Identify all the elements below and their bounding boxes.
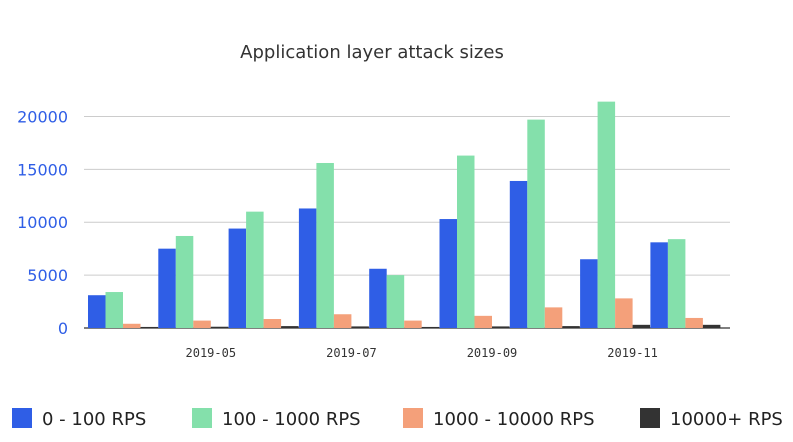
bar-2019-08-series-1 (386, 275, 405, 328)
bar-2019-08-series-2 (404, 320, 422, 328)
bar-2019-05-series-3 (210, 326, 229, 328)
bar-2019-07-series-2 (333, 314, 352, 328)
bar-2019-10-series-2 (544, 307, 563, 328)
x-tick-label: 2019-07 (326, 346, 377, 360)
bar-2019-04-series-2 (123, 323, 141, 328)
y-tick-label: 20000 (17, 107, 68, 126)
bar-2019-04-series-1 (105, 292, 123, 328)
bar-2019-07-series-3 (351, 326, 369, 328)
bar-2019-06-series-2 (263, 319, 282, 328)
bar-2019-04-series-3 (140, 326, 158, 328)
bar-2019-12-series-3 (702, 324, 721, 328)
legend-item: 100 - 1000 RPS (192, 408, 361, 430)
bar-2019-11-series-3 (632, 324, 651, 328)
bar-2019-06-series-0 (228, 228, 247, 328)
bar-2019-11-series-2 (615, 298, 633, 328)
x-tick-label: 2019-05 (186, 346, 237, 360)
y-tick-label: 10000 (17, 213, 68, 232)
bar-2019-04-series-0 (88, 295, 106, 328)
bar-2019-12-series-1 (667, 239, 686, 328)
bar-2019-09-series-2 (474, 315, 492, 328)
y-tick-label: 15000 (17, 160, 68, 179)
bar-2019-10-series-3 (562, 326, 580, 328)
bar-2019-06-series-3 (281, 326, 299, 328)
bar-2019-09-series-1 (457, 155, 475, 328)
x-tick-label: 2019-11 (607, 346, 658, 360)
legend-item: 10000+ RPS (640, 408, 783, 430)
y-tick-label: 5000 (27, 266, 68, 285)
legend-item: 0 - 100 RPS (12, 408, 146, 430)
bars (88, 101, 721, 329)
legend-swatch (12, 408, 32, 428)
bar-2019-10-series-0 (509, 180, 528, 328)
legend-item: 1000 - 10000 RPS (403, 408, 595, 430)
bar-2019-09-series-3 (492, 326, 510, 328)
y-axis: 0 5000 10000 15000 20000 (17, 107, 68, 338)
bar-2019-12-series-2 (685, 317, 703, 328)
bar-2019-10-series-1 (527, 119, 545, 329)
legend-swatch (403, 408, 423, 428)
bar-2019-11-series-1 (597, 101, 616, 328)
chart-title: Application layer attack sizes (240, 42, 504, 63)
bar-2019-08-series-3 (421, 326, 440, 328)
bar-2019-05-series-2 (193, 320, 211, 328)
x-tick-label: 2019-09 (467, 346, 518, 360)
legend-label: 10000+ RPS (670, 409, 783, 430)
legend-swatch (192, 408, 212, 428)
bar-2019-08-series-0 (369, 268, 387, 328)
bar-2019-05-series-0 (158, 248, 176, 328)
bar-2019-09-series-0 (439, 219, 457, 328)
bar-2019-07-series-0 (298, 208, 317, 328)
x-axis: 2019-05 2019-07 2019-09 2019-11 (186, 346, 658, 360)
bar-2019-11-series-0 (580, 259, 598, 328)
legend-label: 0 - 100 RPS (42, 409, 146, 430)
legend-label: 100 - 1000 RPS (222, 409, 361, 430)
bar-2019-06-series-1 (246, 211, 264, 328)
legend: 0 - 100 RPS 100 - 1000 RPS 1000 - 10000 RP… (12, 408, 783, 430)
legend-label: 1000 - 10000 RPS (433, 409, 595, 430)
bar-2019-07-series-1 (316, 162, 334, 328)
bar-2019-05-series-1 (175, 235, 194, 328)
legend-swatch (640, 408, 660, 428)
y-tick-label: 0 (58, 319, 68, 338)
bar-2019-12-series-0 (650, 242, 668, 328)
